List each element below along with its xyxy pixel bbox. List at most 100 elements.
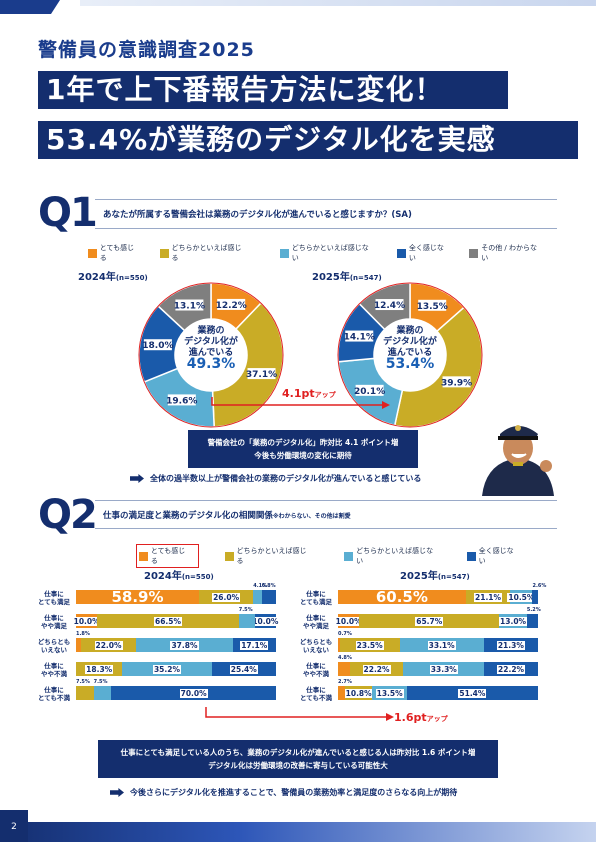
legend-label: どちらかといえば感じない bbox=[291, 244, 369, 262]
legend-label: とても感じる bbox=[150, 547, 186, 565]
bar-value-label: 51.4% bbox=[458, 688, 487, 698]
bar-segment: 58.9% bbox=[76, 588, 199, 606]
row-label-line: 仕事に bbox=[44, 662, 64, 670]
row-label-line: どちらとも bbox=[299, 638, 333, 646]
n-label: (n=550) bbox=[115, 274, 148, 282]
pie-chart-2025: 13.5% 39.9% 20.1% 14.1% 12.4% bbox=[337, 282, 483, 428]
q1-legend-item: その他 / わからない bbox=[469, 243, 542, 263]
pie-label-bg bbox=[375, 299, 404, 311]
q1-info-box: 警備会社の「業務のデジタル化」昨対比 4.1 ポイント増 今後も労働環境の変化に… bbox=[188, 430, 418, 468]
row-label: 仕事に とても不満 bbox=[36, 686, 72, 702]
bar-value-label: 25.4% bbox=[229, 664, 258, 674]
legend-swatch bbox=[469, 248, 479, 258]
bar-value-label: 22.2% bbox=[362, 664, 391, 674]
bar-segment: 2.6% bbox=[532, 583, 546, 604]
q2-conclusion: 今後さらにデジタル化を推進することで、警備員の業務効率と満足度のさらなる向上が期… bbox=[110, 787, 457, 798]
row-label-line: やや満足 bbox=[41, 622, 67, 630]
pie-value-label: 19.6% bbox=[166, 396, 197, 406]
row-label: 仕事に とても不満 bbox=[298, 686, 334, 702]
legend-swatch bbox=[466, 551, 476, 561]
legend-swatch bbox=[344, 551, 354, 561]
top-bar-accent bbox=[0, 0, 60, 14]
bar-value-label: 10.5% bbox=[507, 592, 536, 602]
headline-1: 1年で上下番報告方法に変化！ bbox=[38, 71, 508, 109]
bar-segment: 66.5% bbox=[97, 614, 239, 628]
legend-label: 全く感じない bbox=[408, 244, 444, 262]
bar-segment: 51.4% bbox=[406, 686, 538, 700]
arrow-right-icon bbox=[130, 474, 144, 483]
legend-swatch bbox=[159, 248, 169, 258]
bar-segment: 22.0% bbox=[80, 638, 137, 652]
bar-value-label: 33.1% bbox=[427, 640, 456, 650]
center-percent: 53.4% bbox=[385, 356, 435, 372]
bar-segment: 33.3% bbox=[403, 662, 485, 676]
bar-segment: 13.5% bbox=[372, 686, 407, 700]
row-label: 仕事に とても満足 bbox=[298, 590, 334, 606]
pie-center-2025: 業務の デジタル化が 進んでいる 53.4% bbox=[375, 326, 445, 372]
bar-value-label: 2.7% bbox=[338, 679, 352, 685]
info-line: デジタル化は労働環境の改善に寄与している可能性大 bbox=[208, 761, 388, 770]
info-line: 警備会社の「業務のデジタル化」昨対比 4.1 ポイント増 bbox=[207, 438, 399, 447]
bar-segment: 10.0% bbox=[72, 614, 101, 628]
row-label-line: 仕事に bbox=[44, 614, 64, 622]
legend-label: とても感じる bbox=[99, 244, 135, 262]
headline-2-text: が業務のデジタル化を実感 bbox=[148, 123, 496, 156]
bar-segment: 22.2% bbox=[484, 662, 538, 676]
center-line: 業務の bbox=[197, 326, 225, 336]
stacked-bar: 2.7% 10.8% 13.5% 51.4% bbox=[338, 679, 538, 700]
q1-legend-item: とても感じる bbox=[88, 243, 140, 263]
q1-legend-item: どちらかといえば感じる bbox=[159, 243, 246, 263]
pie-value-label: 18.0% bbox=[142, 341, 173, 351]
row-label: 仕事に やや満足 bbox=[36, 614, 72, 630]
q1-diff-label: 4.1ptアップ bbox=[282, 387, 336, 400]
pie-value-label: 13.5% bbox=[417, 302, 448, 312]
bar-value-label: 26.0% bbox=[212, 592, 241, 602]
row-label-line: とても不満 bbox=[300, 694, 332, 702]
center-line: デジタル化が bbox=[184, 337, 238, 347]
stacked-bar: 58.9% 26.0% 4.1% 6.8% bbox=[76, 583, 276, 606]
bar-value-label: 5.2% bbox=[526, 607, 541, 613]
legend-swatch bbox=[224, 551, 234, 561]
bar-value-label: 10.0% bbox=[334, 616, 363, 626]
row-label: 仕事に やや不満 bbox=[298, 662, 334, 678]
q2-rule-bottom bbox=[95, 528, 557, 529]
pie-value-label: 39.9% bbox=[441, 378, 472, 388]
q1-legend-item: どちらかといえば感じない bbox=[280, 243, 373, 263]
bar-value-label: 13.5% bbox=[375, 688, 404, 698]
conclusion-text: 今後さらにデジタル化を推進することで、警備員の業務効率と満足度のさらなる向上が期… bbox=[130, 788, 458, 797]
security-guard-illustration bbox=[482, 425, 554, 496]
stacked-bar: 4.8% 22.2% 33.3% 22.2% bbox=[338, 655, 538, 676]
q1-legend-item: 全く感じない bbox=[397, 243, 449, 263]
row-label-line: 仕事に bbox=[306, 590, 326, 598]
diff-value: 4.1pt bbox=[282, 387, 315, 400]
q2-legend-item: どちらかといえば感じる bbox=[224, 546, 313, 566]
bar-segment: 70.0% bbox=[111, 686, 276, 700]
legend-label: どちらかといえば感じる bbox=[236, 547, 307, 565]
q2-question: 仕事の満足度と業務のデジタル化の相関関係※わからない、その他は割愛 bbox=[103, 509, 351, 521]
bar-segment: 35.2% bbox=[122, 662, 212, 676]
row-label: どちらとも いえない bbox=[298, 638, 334, 654]
bar-value-label: 35.2% bbox=[152, 664, 181, 674]
q2-legend-item: どちらかといえば感じない bbox=[344, 546, 439, 566]
bar-value-label: 18.3% bbox=[85, 664, 114, 674]
n-label: (n=550) bbox=[181, 573, 214, 581]
bar-value-label: 10.0% bbox=[251, 616, 280, 626]
year-label: 2025年 bbox=[312, 272, 350, 283]
bar-segment: 21.1% bbox=[465, 590, 511, 604]
bar-segment: 6.8% bbox=[261, 583, 276, 604]
row-label: 仕事に やや満足 bbox=[298, 614, 334, 630]
headline-2-percent: 53.4% bbox=[46, 123, 149, 156]
legend-swatch bbox=[139, 551, 148, 561]
page-subtitle: 警備員の意識調査2025 bbox=[38, 39, 255, 61]
row-label-line: どちらとも bbox=[37, 638, 71, 646]
bar-segment: 33.1% bbox=[399, 638, 484, 652]
pie-label-bg bbox=[418, 299, 447, 311]
q1-legend: とても感じる どちらかといえば感じる どちらかといえば感じない 全く感じない そ… bbox=[88, 243, 558, 263]
center-line: デジタル化が bbox=[383, 337, 437, 347]
bar-value-label: 21.1% bbox=[474, 592, 503, 602]
bar-value-label: 13.0% bbox=[499, 616, 528, 626]
pie-value-label: 20.1% bbox=[354, 387, 385, 397]
pie-label-bg bbox=[247, 368, 276, 380]
bar-value-label: 2.6% bbox=[532, 583, 547, 589]
bar-value-label: 7.5% bbox=[93, 679, 108, 685]
